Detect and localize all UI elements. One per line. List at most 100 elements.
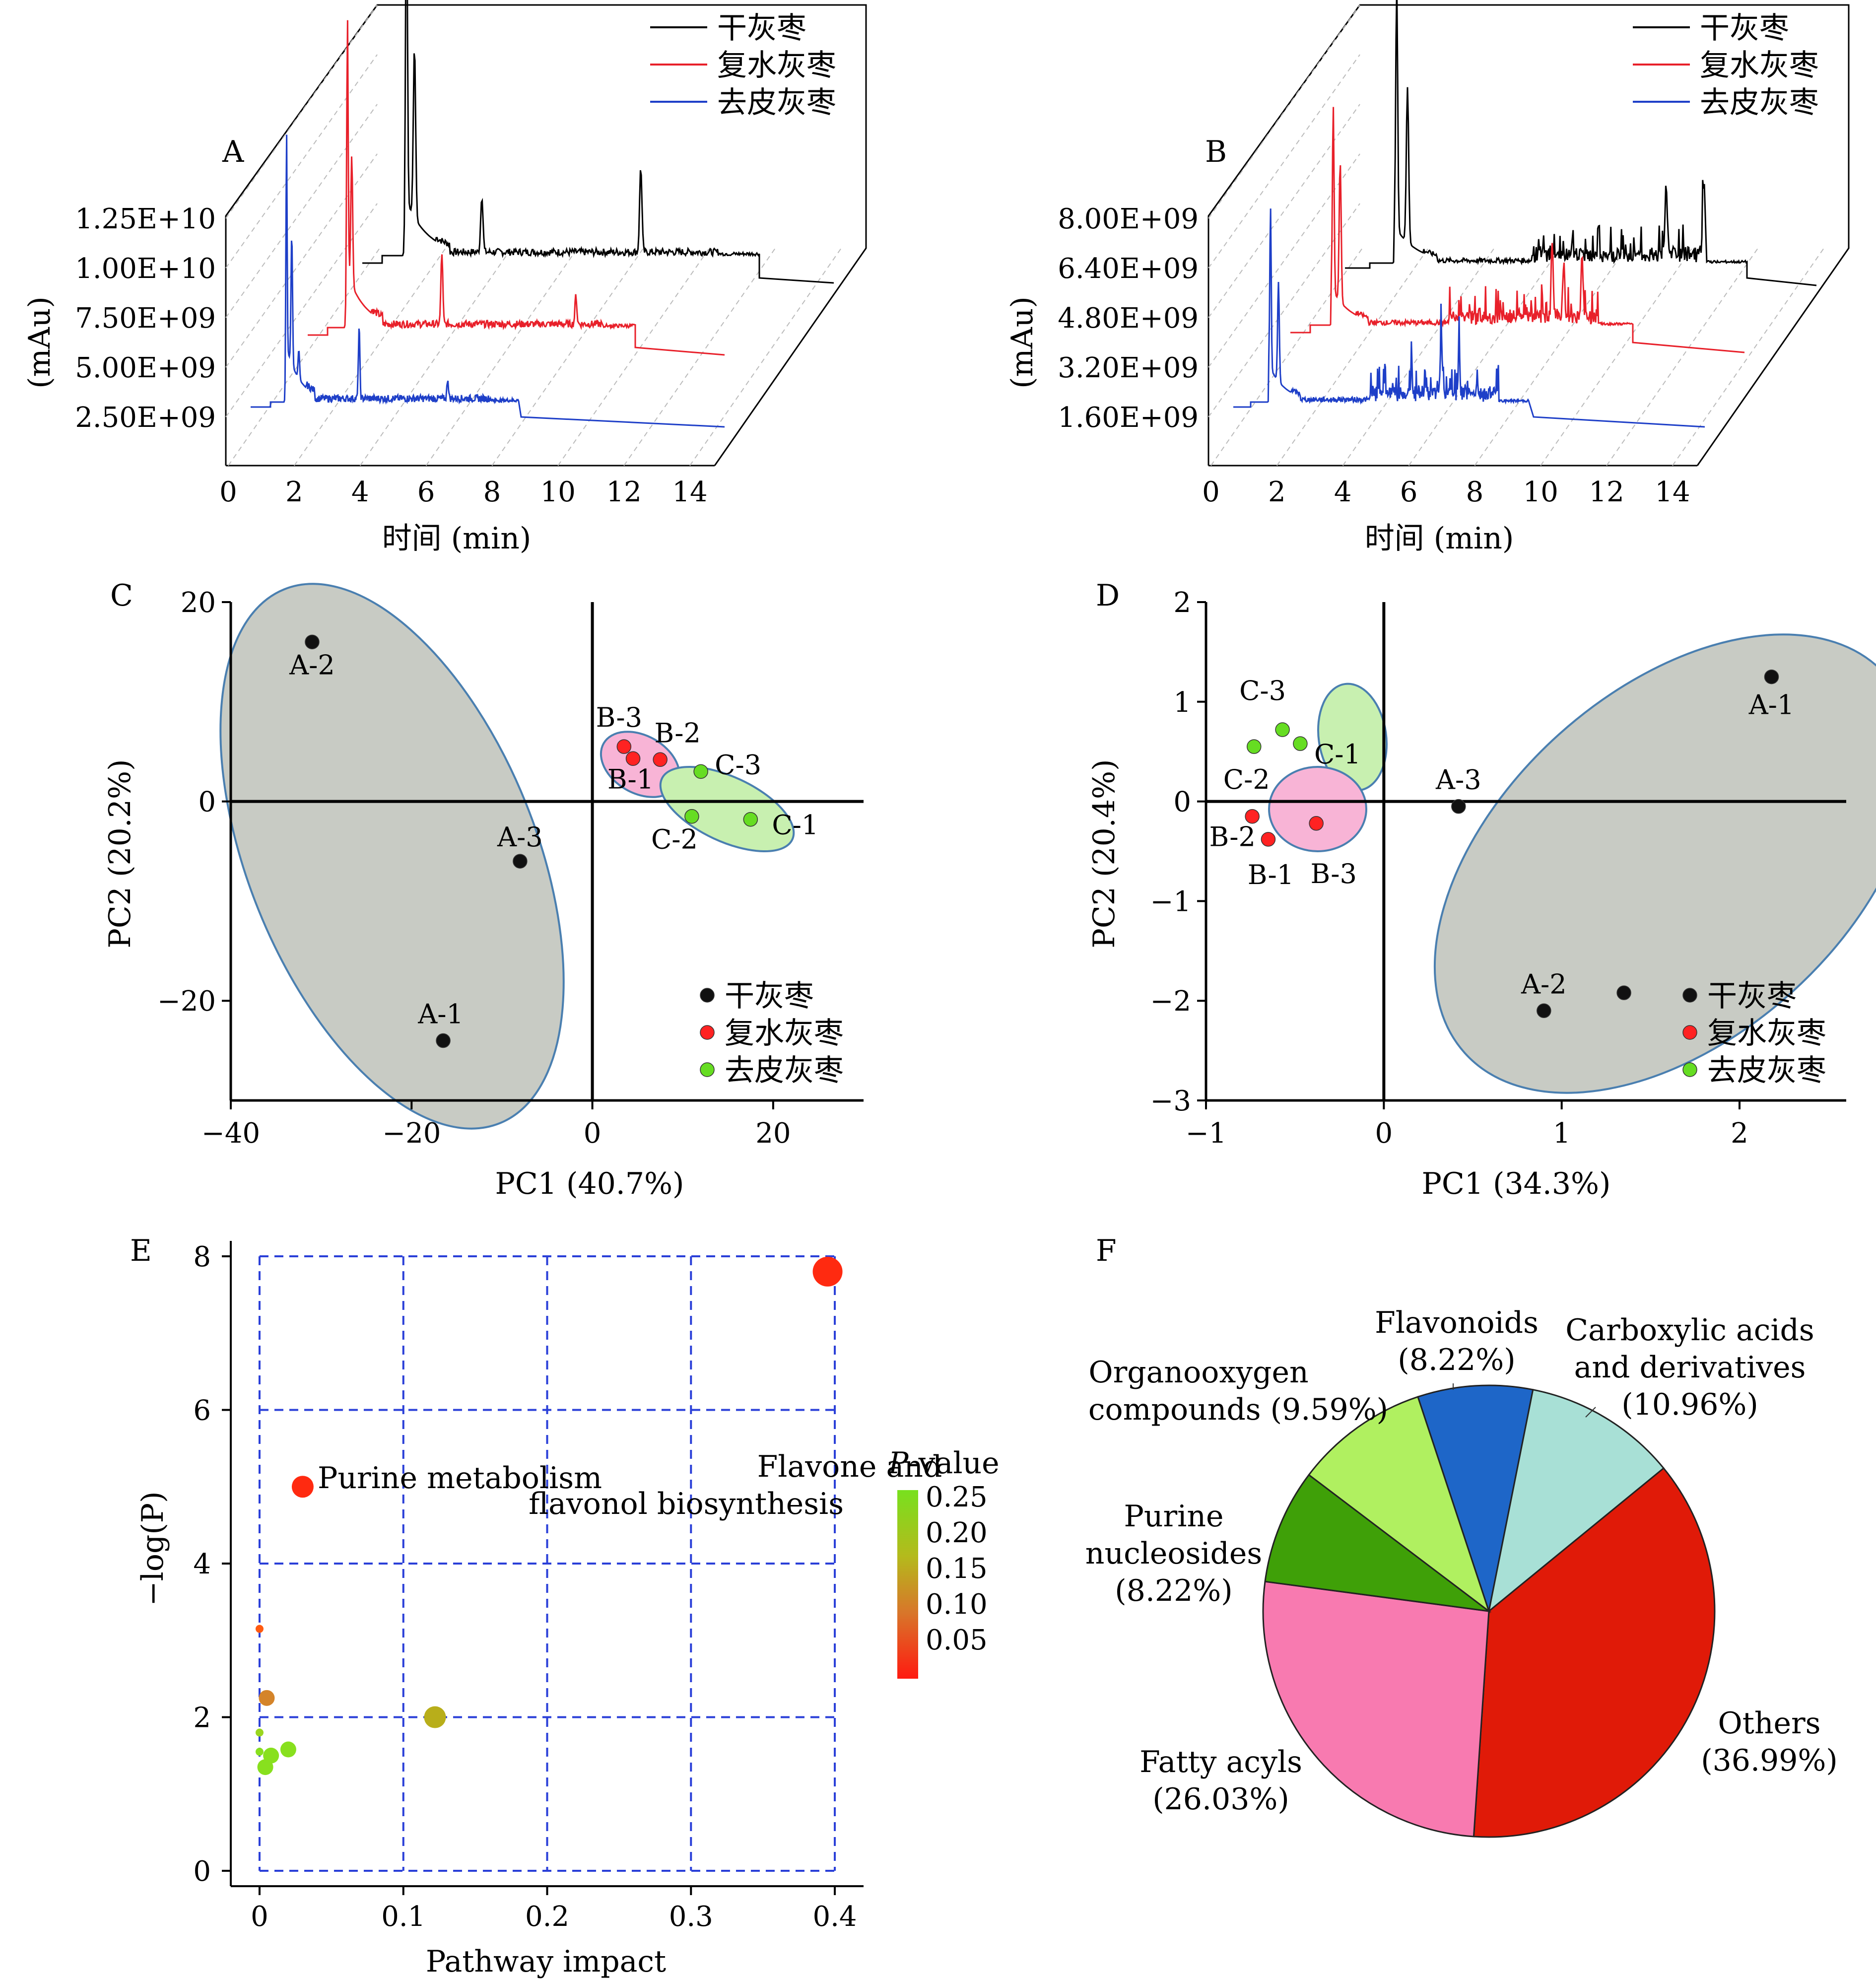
c-point-C-3 xyxy=(693,764,708,779)
panel-a-frame xyxy=(225,4,867,467)
a-y-tick-4: 2.50E+09 xyxy=(75,402,216,434)
e-y-tick-4: 4 xyxy=(193,1548,211,1580)
d-ellipse-2 xyxy=(1268,766,1367,852)
b-x-tick-4: 4 xyxy=(1334,476,1352,508)
pie-label-others: Others xyxy=(1718,1706,1821,1741)
b-legend-label-1: 复水灰枣 xyxy=(1700,48,1819,83)
pie-pct-fatty-acyls: (26.03%) xyxy=(1152,1782,1289,1817)
panel-a-x-ticks: 0 2 4 6 8 10 12 14 xyxy=(219,476,707,508)
pie-label-organooxygen-1: Organooxygen xyxy=(1088,1355,1308,1390)
a-x-tick-8: 8 xyxy=(483,476,501,508)
c-point-label-C-1: C-1 xyxy=(772,810,818,841)
a-trace-2 xyxy=(251,135,725,428)
a-y-tick-0: 1.25E+10 xyxy=(75,203,216,235)
c-y-tick-20: 20 xyxy=(181,587,216,619)
pie-slice-3 xyxy=(1262,1580,1490,1838)
panel-b-frame xyxy=(1207,4,1850,467)
e-point-1 xyxy=(291,1476,314,1498)
panel-e: E 0 0.1 0.2 0.3 0.4 8 6 4 2 0 Pathway impact −log… xyxy=(130,1233,1000,1979)
b-x-tick-0: 0 xyxy=(1202,476,1220,508)
panel-b-y-axis-label: (mAu) xyxy=(1005,296,1040,389)
panel-f-slice-labels: Flavonoids (8.22%) Carboxylic acids and … xyxy=(1085,1305,1838,1817)
panel-f-label: F xyxy=(1096,1233,1117,1268)
a-x-tick-0: 0 xyxy=(219,476,237,508)
pie-label-flavonoids: Flavonoids xyxy=(1375,1305,1539,1340)
panel-c: C A-2 A-3 A-1 B-3 B-1B-2 C-3 C-2 C-1 −40 −20 0 20 2… xyxy=(103,578,864,1201)
c-x-tick-20: 20 xyxy=(755,1117,791,1150)
b-x-tick-8: 8 xyxy=(1466,476,1484,508)
d-y-tick-−3: −3 xyxy=(1150,1085,1191,1117)
panel-e-x-axis-label: Pathway impact xyxy=(426,1944,666,1979)
c-point-label-B-2: B-2 xyxy=(655,717,701,749)
panel-d-x-axis-label: PC1 (34.3%) xyxy=(1422,1166,1611,1201)
e-y-tick-2: 2 xyxy=(193,1702,211,1734)
d-point-label-A-2: A-2 xyxy=(1521,968,1567,1000)
d-point-label-C-3: C-3 xyxy=(1239,675,1286,706)
b-legend-label-0: 干灰枣 xyxy=(1700,11,1789,46)
b-trace-2 xyxy=(1233,208,1705,428)
c-point-label-A-2: A-2 xyxy=(289,649,335,681)
panel-f-pie xyxy=(1262,1383,1716,1838)
panel-e-ticks: 0 0.1 0.2 0.3 0.4 8 6 4 2 0 xyxy=(193,1241,857,1933)
pie-slice-2 xyxy=(1473,1467,1716,1838)
panel-c-label: C xyxy=(110,578,133,613)
b-x-tick-2: 2 xyxy=(1268,476,1286,508)
c-point-A-3 xyxy=(513,854,528,869)
panel-c-points: A-2 A-3 A-1 B-3 B-1B-2 C-3 C-2 C-1 xyxy=(289,634,818,1048)
e-point-0 xyxy=(812,1256,843,1287)
b-y-tick-1: 6.40E+09 xyxy=(1058,253,1199,285)
colorbar-gradient xyxy=(897,1490,918,1679)
panel-b-y-ticks: 8.00E+09 6.40E+09 4.80E+09 3.20E+09 1.60E+09 xyxy=(1058,203,1199,434)
d-legend-label-1: 复水灰枣 xyxy=(1707,1016,1826,1051)
c-point-label-A-3: A-3 xyxy=(497,821,543,853)
c-point-label-B-1: B-1 xyxy=(607,763,654,795)
colorbar-tick-0.20: 0.20 xyxy=(926,1517,988,1549)
d-legend-label-0: 干灰枣 xyxy=(1707,979,1797,1014)
b-y-tick-4: 1.60E+09 xyxy=(1058,402,1199,434)
e-x-tick-0.3: 0.3 xyxy=(669,1901,713,1933)
d-point-label-C-2: C-2 xyxy=(1223,764,1270,795)
d-legend-marker-1 xyxy=(1682,1025,1697,1040)
d-point-A-1 xyxy=(1764,669,1779,684)
e-point-6 xyxy=(280,1741,296,1758)
d-ellipse-0 xyxy=(1433,633,1876,1094)
panel-b: B 8.00E+09 6.40E+09 4.80E+09 3.20E+09 1.60E+… xyxy=(1005,0,1850,556)
c-point-B-2 xyxy=(653,752,668,767)
panel-e-colorbar: P-value 0.25 0.20 0.150.100.05 xyxy=(888,1446,1000,1679)
pie-pct-others: (36.99%) xyxy=(1701,1743,1838,1778)
d-y-tick-2: 2 xyxy=(1173,587,1191,619)
d-x-tick-2: 2 xyxy=(1731,1117,1748,1150)
panel-e-annotation-purine: Purine metabolism xyxy=(318,1461,602,1496)
d-y-tick-1: 1 xyxy=(1173,686,1191,719)
panel-e-annotation-flavone-2: flavonol biosynthesis xyxy=(529,1487,844,1521)
panel-d: D A-1A-3A-2B-2B-1 B-3C-2C-3C-1 −1 0 1 2210−1… xyxy=(1087,578,1876,1201)
c-x-tick-−40: −40 xyxy=(201,1117,260,1150)
e-point-4 xyxy=(424,1706,446,1728)
e-point-2 xyxy=(255,1625,264,1633)
c-point-label-B-3: B-3 xyxy=(596,702,642,733)
a-y-tick-1: 1.00E+10 xyxy=(75,253,216,285)
panel-d-label: D xyxy=(1096,578,1120,613)
d-legend-label-2: 去皮灰枣 xyxy=(1707,1053,1826,1088)
b-trace-1 xyxy=(1290,107,1745,353)
d-x-tick-−1: −1 xyxy=(1186,1117,1227,1150)
panel-e-grid xyxy=(258,1255,836,1872)
a-x-tick-14: 14 xyxy=(672,476,707,508)
c-point-B-1 xyxy=(625,751,641,766)
d-y-tick-−2: −2 xyxy=(1150,985,1191,1018)
panel-b-label: B xyxy=(1205,135,1227,169)
d-legend-marker-2 xyxy=(1682,1062,1697,1077)
panel-d-points: A-1 A-3 A-2 B-2 B-1 B-3 C-2 C-3 C-1 xyxy=(1209,669,1794,1019)
colorbar-tick-0.15: 0.15 xyxy=(926,1553,988,1585)
e-x-tick-0.1: 0.1 xyxy=(381,1901,425,1933)
d-point-C-1 xyxy=(1293,736,1308,751)
a-trace-1 xyxy=(308,20,725,356)
d-point-label-B-3: B-3 xyxy=(1311,858,1357,889)
e-point-5 xyxy=(255,1728,264,1737)
c-point-label-A-1: A-1 xyxy=(417,999,464,1030)
e-x-tick-0: 0 xyxy=(251,1901,268,1933)
panel-e-label: E xyxy=(130,1233,152,1268)
